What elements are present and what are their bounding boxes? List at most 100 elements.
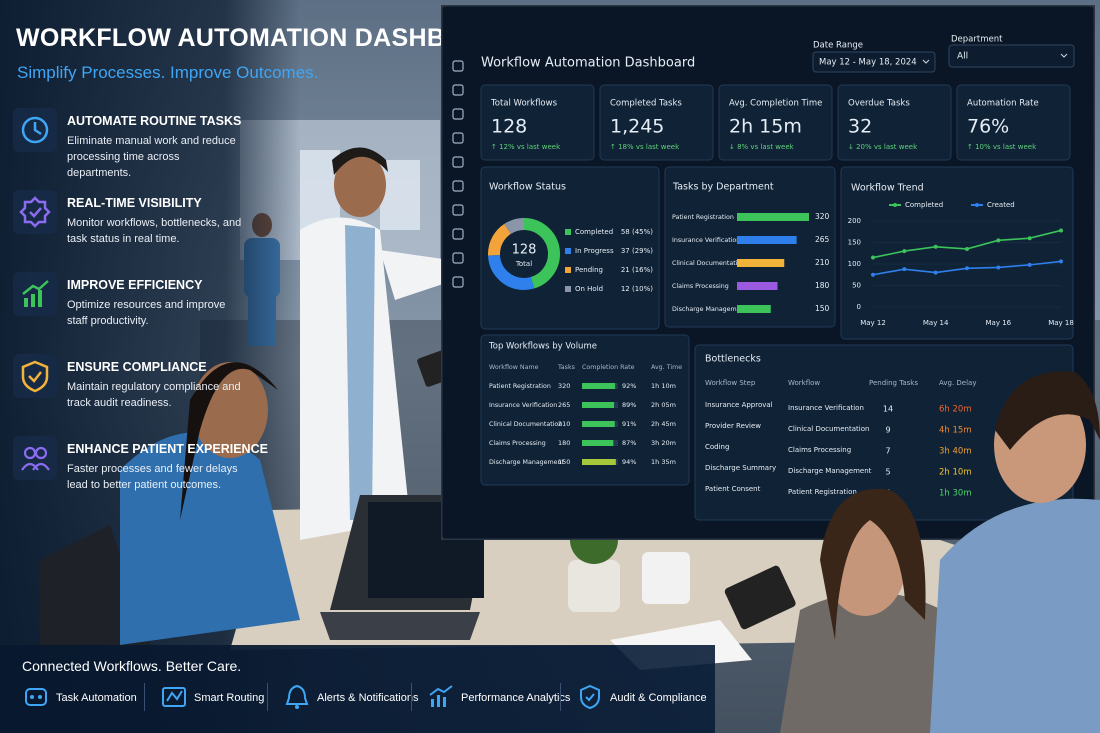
cell: 87% — [622, 439, 636, 447]
cell: 1h 10m — [651, 382, 676, 390]
cell: Claims Processing — [489, 440, 546, 447]
rate-bar — [582, 440, 614, 446]
column-header: Tasks — [557, 364, 575, 371]
cell: Claims Processing — [788, 446, 851, 454]
chevron — [922, 59, 930, 64]
date-range-select[interactable] — [812, 51, 936, 73]
footer-item: Performance Analytics — [461, 692, 571, 704]
series-point — [965, 246, 969, 251]
legend-label: In Progress — [575, 247, 614, 255]
sidebar-icon — [452, 60, 464, 72]
feature-text: Maintain regulatory compliance and track… — [67, 381, 241, 409]
page-subtitle: Simplify Processes. Improve Outcomes. — [17, 63, 319, 82]
series-point — [1027, 262, 1032, 267]
icon — [21, 446, 50, 471]
bar — [737, 305, 771, 313]
cell: 320 — [558, 382, 570, 390]
footer-icon — [580, 684, 600, 710]
kpi-value: 128 — [491, 116, 527, 138]
kpi-label: Total Workflows — [490, 99, 558, 109]
cell: Provider Review — [705, 422, 761, 430]
sidebar-icon — [452, 156, 464, 168]
kpi-value: 76% — [967, 116, 1009, 138]
footer-item: Audit & Compliance — [610, 692, 707, 704]
footer-icon — [285, 684, 309, 709]
panel — [956, 84, 1071, 161]
donut-total: 128 — [512, 243, 537, 258]
cell: Coding — [705, 443, 729, 451]
series-point — [965, 266, 969, 271]
legend-dot — [975, 203, 979, 207]
legend-label: Pending — [575, 266, 603, 274]
delay-cell: 2h 10m — [939, 468, 972, 478]
dashboard-title: Workflow Automation Dashboard — [481, 56, 695, 71]
cell: 210 — [558, 420, 570, 428]
date-range-label: Date Range — [813, 41, 863, 51]
sidebar-icon — [452, 252, 464, 264]
panel — [718, 84, 833, 161]
series-point — [871, 272, 875, 277]
feature-title: ENHANCE PATIENT EXPERIENCE — [67, 442, 268, 456]
cell: Patient Registration — [489, 383, 551, 390]
divider — [560, 683, 561, 711]
bar-value: 150 — [815, 304, 830, 313]
cell: Discharge Management — [489, 459, 565, 466]
cell: 265 — [558, 401, 570, 409]
y-tick-label: 50 — [852, 282, 861, 290]
cell: 5 — [885, 468, 890, 477]
column-header: Workflow Name — [489, 364, 539, 371]
panel — [664, 166, 836, 328]
series-point — [996, 265, 1001, 270]
donut-segment — [488, 218, 560, 290]
panel-title: Tasks by Department — [672, 182, 774, 193]
cell: 2h 45m — [651, 420, 676, 428]
divider — [411, 683, 412, 711]
cell: 1h 35m — [651, 458, 676, 466]
cell: Clinical Documentation — [489, 421, 562, 428]
legend-swatch — [565, 229, 571, 235]
series-point — [902, 267, 907, 272]
bar — [737, 259, 785, 267]
y-tick-label: 200 — [848, 217, 861, 225]
panel-title: Bottlenecks — [705, 354, 761, 365]
bar-value: 210 — [815, 258, 830, 267]
kpi-change: ↓ 20% vs last week — [848, 143, 918, 151]
cell: Insurance Verification — [788, 404, 864, 412]
cell: Insurance Approval — [705, 401, 773, 409]
rate-bar — [582, 421, 615, 427]
feature-text: Faster processes and fewer delays lead t… — [67, 463, 238, 491]
y-tick-label: 100 — [848, 260, 861, 268]
bar — [737, 236, 797, 244]
series-point — [1027, 236, 1032, 241]
feature-icon — [13, 354, 57, 398]
series-point — [1059, 228, 1063, 233]
icon — [22, 280, 49, 307]
cell: Patient Registration — [788, 488, 857, 496]
footer-item: Alerts & Notifications — [317, 692, 419, 704]
feature-text: Optimize resources and improve staff pro… — [67, 299, 226, 327]
delay-cell: 3h 40m — [939, 447, 972, 457]
donut-total-label: Total — [515, 260, 532, 268]
panel — [599, 84, 714, 161]
sidebar-icon — [452, 204, 464, 216]
rate-bar — [582, 383, 616, 389]
rate-bar — [582, 402, 615, 408]
value-label: 12 (10%) — [621, 285, 653, 293]
dashboard-screen: Workflow Automation Dashboard Date Range M… — [441, 5, 1095, 540]
feature-icon — [13, 190, 57, 234]
panel — [837, 84, 952, 161]
feature-title: ENSURE COMPLIANCE — [67, 360, 207, 374]
donut-segment — [488, 218, 560, 290]
panel — [480, 334, 690, 486]
cell: 7 — [885, 447, 890, 456]
rate-bar — [582, 459, 616, 465]
sidebar-icon — [452, 228, 464, 240]
footer-item: Smart Routing — [194, 692, 265, 704]
panel-title: Workflow Trend — [851, 183, 924, 194]
department-select[interactable] — [948, 44, 1075, 68]
kpi-label: Automation Rate — [967, 99, 1039, 109]
cell: 4 — [885, 489, 890, 498]
sidebar-icon — [452, 132, 464, 144]
cell: Clinical Documentation — [788, 425, 869, 433]
